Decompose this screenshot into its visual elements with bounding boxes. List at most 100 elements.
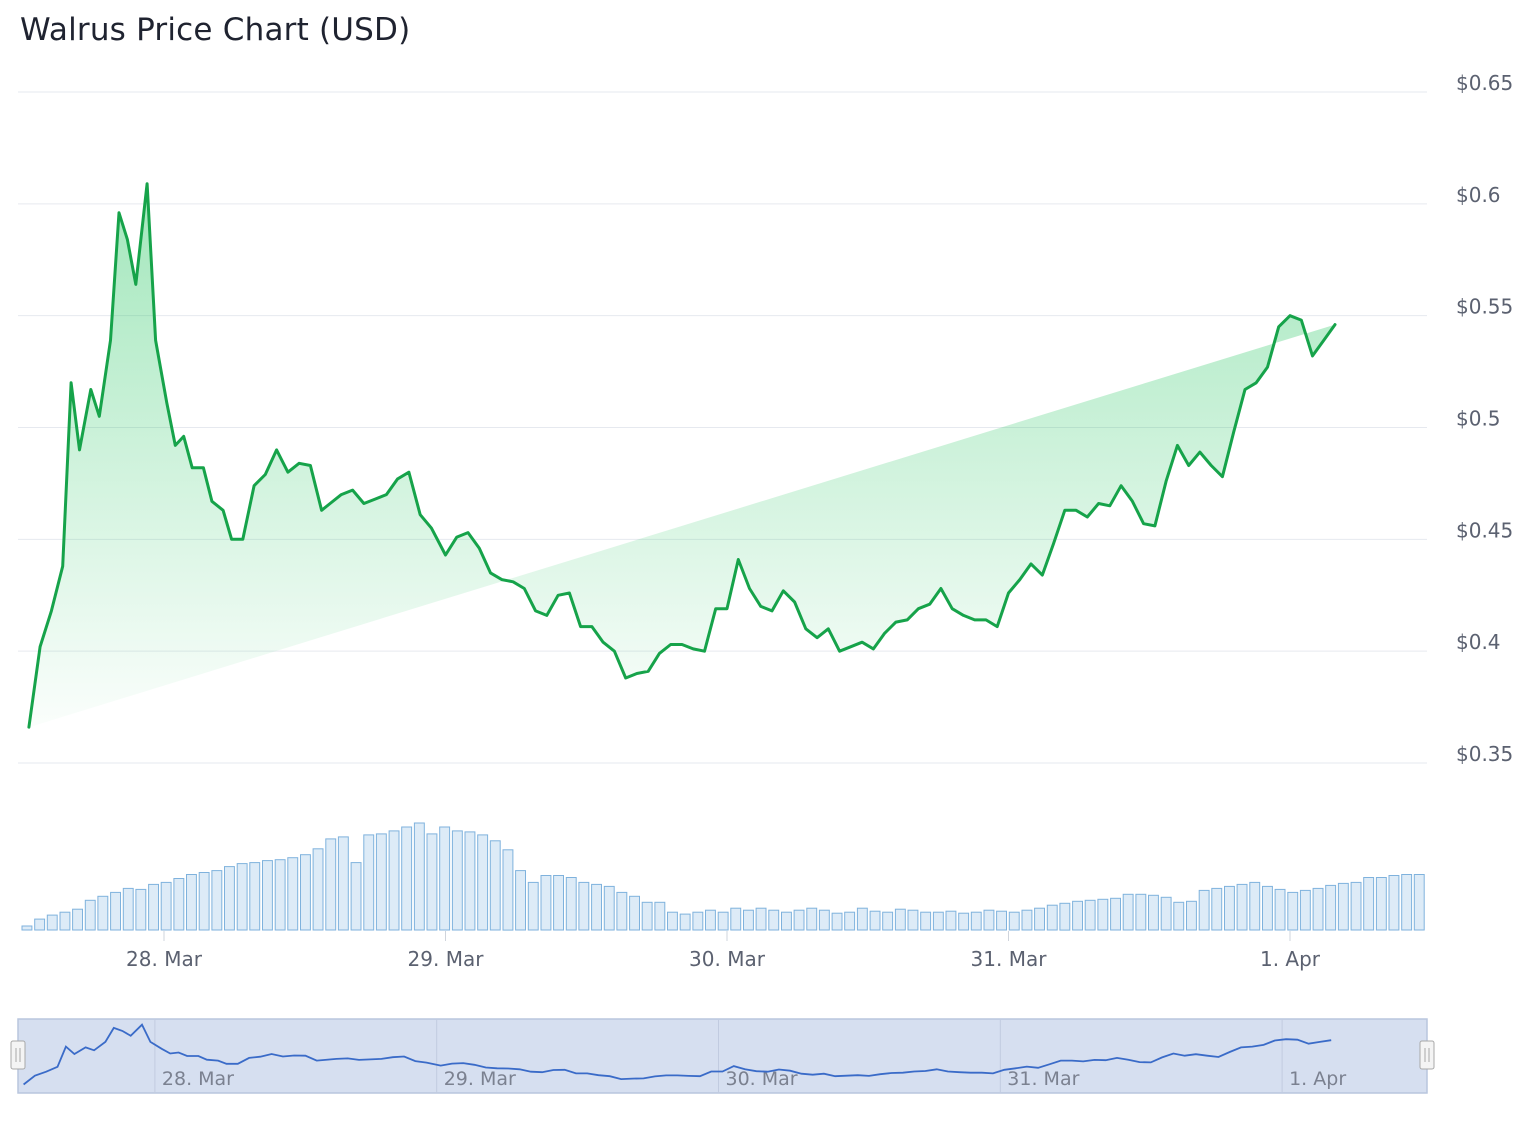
volume-bar: [325, 838, 337, 931]
volume-bar: [1262, 885, 1273, 931]
volume-bar: [350, 862, 362, 931]
navigator-handle-right[interactable]: [1419, 1040, 1435, 1070]
volume-bar: [641, 901, 653, 931]
volume-bar: [1160, 896, 1172, 931]
volume-bar: [211, 870, 223, 931]
volume-bar: [743, 909, 754, 931]
volume-bar: [477, 834, 489, 931]
volume-bar: [439, 826, 451, 931]
volume-bar: [869, 910, 881, 931]
volume-bar: [705, 909, 716, 931]
volume-bar: [692, 911, 704, 931]
volume-bar: [1122, 893, 1134, 931]
x-tick-label: 29. Mar: [408, 947, 485, 971]
y-tick-label: $0.45: [1456, 518, 1513, 542]
navigator-grid: [154, 1019, 1283, 1093]
volume-bar: [667, 911, 678, 931]
volume-bar: [1274, 888, 1286, 931]
volume-bar: [464, 831, 476, 931]
volume-bar: [502, 849, 514, 931]
volume-bar: [1059, 902, 1071, 931]
volume-bar: [337, 836, 349, 931]
volume-bar: [413, 822, 425, 931]
volume-bar: [451, 830, 463, 931]
volume-bar: [894, 908, 906, 931]
volume-bar: [1287, 891, 1299, 931]
volume-bar: [996, 910, 1007, 931]
volume-bar: [249, 862, 261, 931]
volume-bar: [1097, 898, 1109, 931]
x-tick-label: 31. Mar: [971, 947, 1048, 971]
volume-bar: [679, 913, 691, 931]
volume-bar: [730, 907, 742, 931]
navigator-selection[interactable]: [17, 1018, 1428, 1094]
volume-bar: [1072, 900, 1083, 931]
volume-bar: [844, 911, 856, 931]
volume-bar: [46, 914, 58, 931]
navigator-tick-label: 29. Mar: [444, 1068, 516, 1090]
volume-bar: [59, 911, 71, 931]
volume-bar: [97, 895, 109, 931]
volume-bar: [958, 912, 970, 931]
volume-bar: [148, 883, 160, 931]
volume-bar: [1110, 897, 1121, 931]
volume-bar: [907, 909, 919, 931]
volume-bar: [818, 909, 830, 931]
navigator[interactable]: 28. Mar 29. Mar 30. Mar 31. Mar 1. Apr: [10, 1018, 1435, 1094]
volume-bar: [920, 911, 932, 931]
volume-bar: [1198, 889, 1210, 931]
navigator-tick-label: 31. Mar: [1007, 1068, 1079, 1090]
volume-bar: [1236, 883, 1248, 931]
y-tick-label: $0.5: [1456, 407, 1501, 431]
x-tick-label: 30. Mar: [689, 947, 766, 971]
volume-bar: [1325, 884, 1337, 931]
volume-bar: [1046, 904, 1058, 931]
x-tick-label: 1. Apr: [1260, 947, 1321, 971]
volume-bar: [1173, 901, 1185, 931]
volume-bar: [1021, 909, 1033, 931]
volume-bar: [527, 881, 539, 931]
volume-bar: [1375, 877, 1387, 931]
volume-bar: [122, 887, 134, 931]
volume-bar: [1186, 900, 1197, 931]
volume-bar: [388, 830, 400, 931]
volume-bar: [565, 877, 577, 931]
volume-bar: [1249, 881, 1261, 931]
y-tick-label: $0.35: [1456, 742, 1513, 766]
volume-bar: [1084, 899, 1096, 931]
volume-bar: [1337, 882, 1349, 931]
volume-bar: [629, 895, 640, 931]
volume-bar: [1388, 875, 1400, 931]
volume-bar: [426, 833, 438, 931]
y-tick-label: $0.65: [1456, 71, 1513, 95]
volume-bar: [236, 863, 248, 931]
volume-bar: [882, 911, 894, 931]
volume-bar: [21, 925, 33, 931]
navigator-line: [23, 1023, 1332, 1086]
volume-bars: [21, 822, 1425, 931]
volume-bar: [1008, 911, 1020, 931]
volume-bar: [983, 909, 995, 931]
volume-bar: [72, 908, 83, 931]
price-line: [27, 182, 1337, 729]
volume-bar: [375, 833, 387, 931]
volume-bar: [654, 901, 666, 931]
y-tick-label: $0.4: [1456, 630, 1501, 654]
volume-bar: [198, 872, 210, 931]
volume-bar: [186, 874, 197, 931]
volume-bar: [781, 911, 792, 931]
volume-bar: [793, 909, 805, 931]
volume-bar: [160, 881, 172, 931]
volume-bar: [515, 870, 526, 931]
volume-bar: [274, 859, 286, 931]
volume-bar: [806, 907, 818, 931]
volume-bar: [616, 891, 628, 931]
volume-bar: [856, 907, 868, 931]
volume-bar: [578, 881, 590, 931]
volume-bar: [1299, 889, 1311, 931]
navigator-handle-left[interactable]: [10, 1040, 26, 1070]
volume-bar: [945, 910, 957, 931]
volume-bar: [287, 857, 299, 931]
volume-bar: [489, 840, 501, 931]
volume-bar: [1312, 887, 1324, 931]
